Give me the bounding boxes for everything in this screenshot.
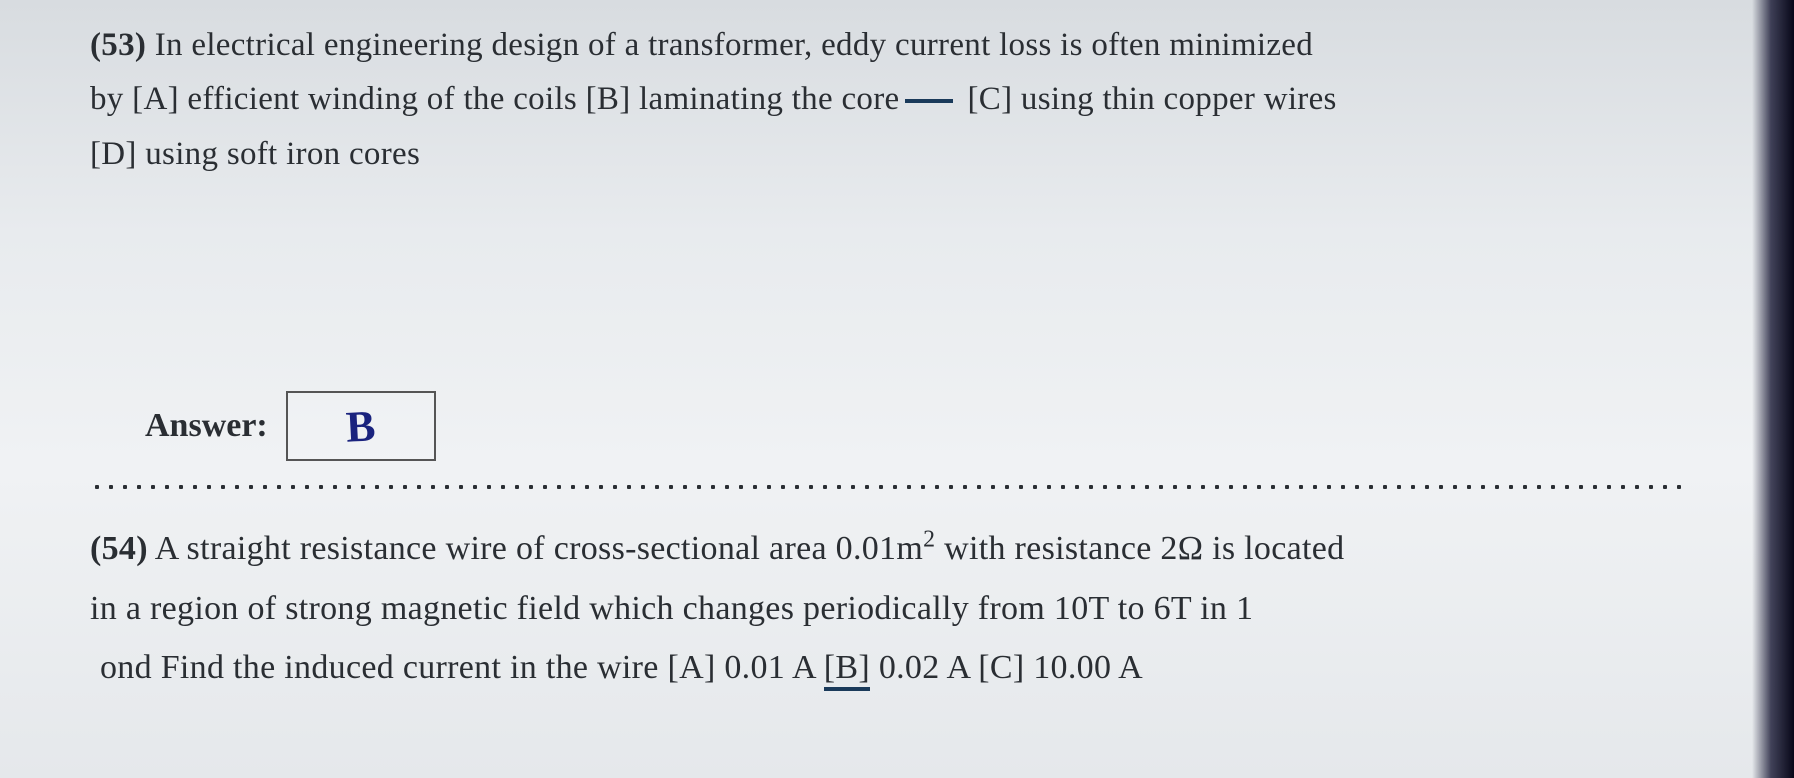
q53-line1: (53) In electrical engineering design of… [90, 18, 1704, 72]
dotted-divider [90, 483, 1690, 491]
q53-stem-l1: In electrical engineering design of a tr… [146, 27, 1313, 63]
q54-l1-before-sup: A straight resistance wire of cross-sect… [148, 530, 923, 567]
q54-line3: ond Find the induced current in the wire… [90, 638, 1704, 698]
q54-line1: (54) A straight resistance wire of cross… [90, 519, 1704, 579]
q54-l3-prefix: ond Find the induced current in the wire… [100, 649, 824, 686]
q54-l1-after-sup: with resistance 2Ω is located [935, 530, 1344, 567]
q53-line2: by [A] efficient winding of the coils [B… [90, 72, 1704, 126]
q53-stem-l2-suffix: [C] using thin copper wires [967, 81, 1336, 117]
question-54: (54) A straight resistance wire of cross… [90, 519, 1704, 698]
pen-underline-mark [905, 99, 953, 103]
answer-label: Answer: [145, 407, 268, 445]
q54-option-b-value: 0.02 A [870, 649, 978, 686]
q54-option-c: [C] 10.00 A [978, 649, 1143, 686]
q54-line2: in a region of strong magnetic field whi… [90, 579, 1704, 639]
q54-superscript: 2 [923, 527, 935, 553]
q53-line3: [D] using soft iron cores [90, 127, 1704, 181]
q54-option-b-underlined: [B] [824, 649, 870, 691]
question-53: (53) In electrical engineering design of… [90, 18, 1704, 181]
page-dark-edge [1752, 0, 1794, 778]
answer-box: B [286, 391, 436, 461]
answer-row: Answer: B [90, 391, 1704, 461]
q53-number: (53) [90, 27, 146, 63]
answer-value-handwritten: B [345, 400, 377, 452]
q53-stem-l2-prefix: by [A] efficient winding of the coils [B… [90, 81, 899, 117]
q54-number: (54) [90, 530, 148, 567]
